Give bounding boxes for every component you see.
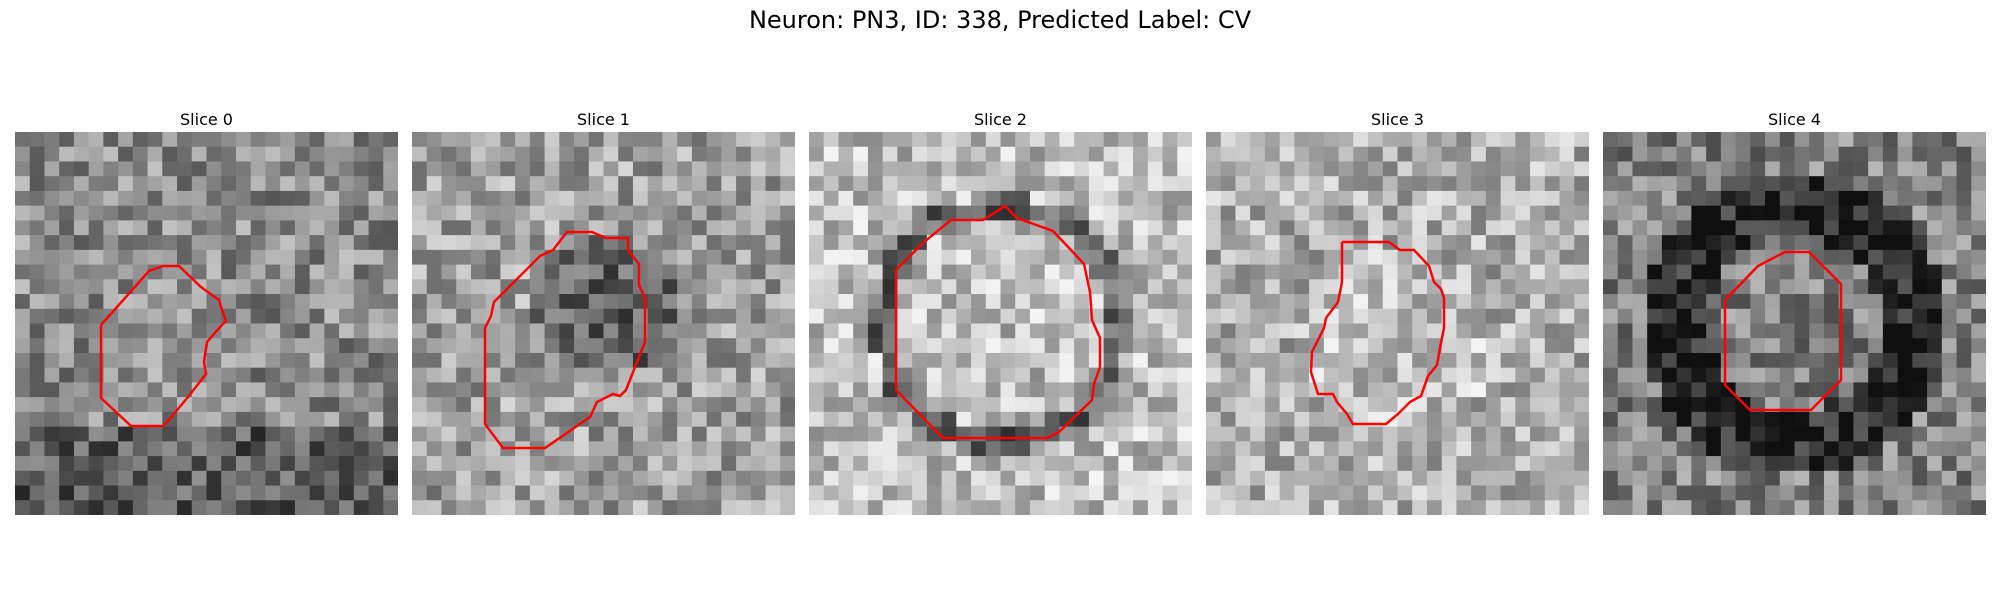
slice-panel-4: Slice 4	[1603, 110, 1986, 515]
slice-image-2	[809, 132, 1192, 515]
slice-title: Slice 2	[974, 110, 1027, 129]
slice-image-1	[412, 132, 795, 515]
slice-panel-3: Slice 3	[1206, 110, 1589, 515]
contour-outline	[483, 230, 647, 450]
contour-outline	[894, 204, 1102, 440]
slice-title: Slice 4	[1768, 110, 1821, 129]
slice-panel-0: Slice 0	[15, 110, 398, 515]
slice-title: Slice 3	[1371, 110, 1424, 129]
contour-outline	[1309, 240, 1446, 426]
slice-title: Slice 0	[180, 110, 233, 129]
slice-image-3	[1206, 132, 1589, 515]
slice-image-4	[1603, 132, 1986, 515]
slice-panel-2: Slice 2	[809, 110, 1192, 515]
slice-image-0	[15, 132, 398, 515]
slice-panel-1: Slice 1	[412, 110, 795, 515]
contour-outline	[1723, 250, 1843, 412]
slice-title: Slice 1	[577, 110, 630, 129]
figure-title: Neuron: PN3, ID: 338, Predicted Label: C…	[748, 6, 1252, 34]
contour-outline	[99, 264, 228, 428]
